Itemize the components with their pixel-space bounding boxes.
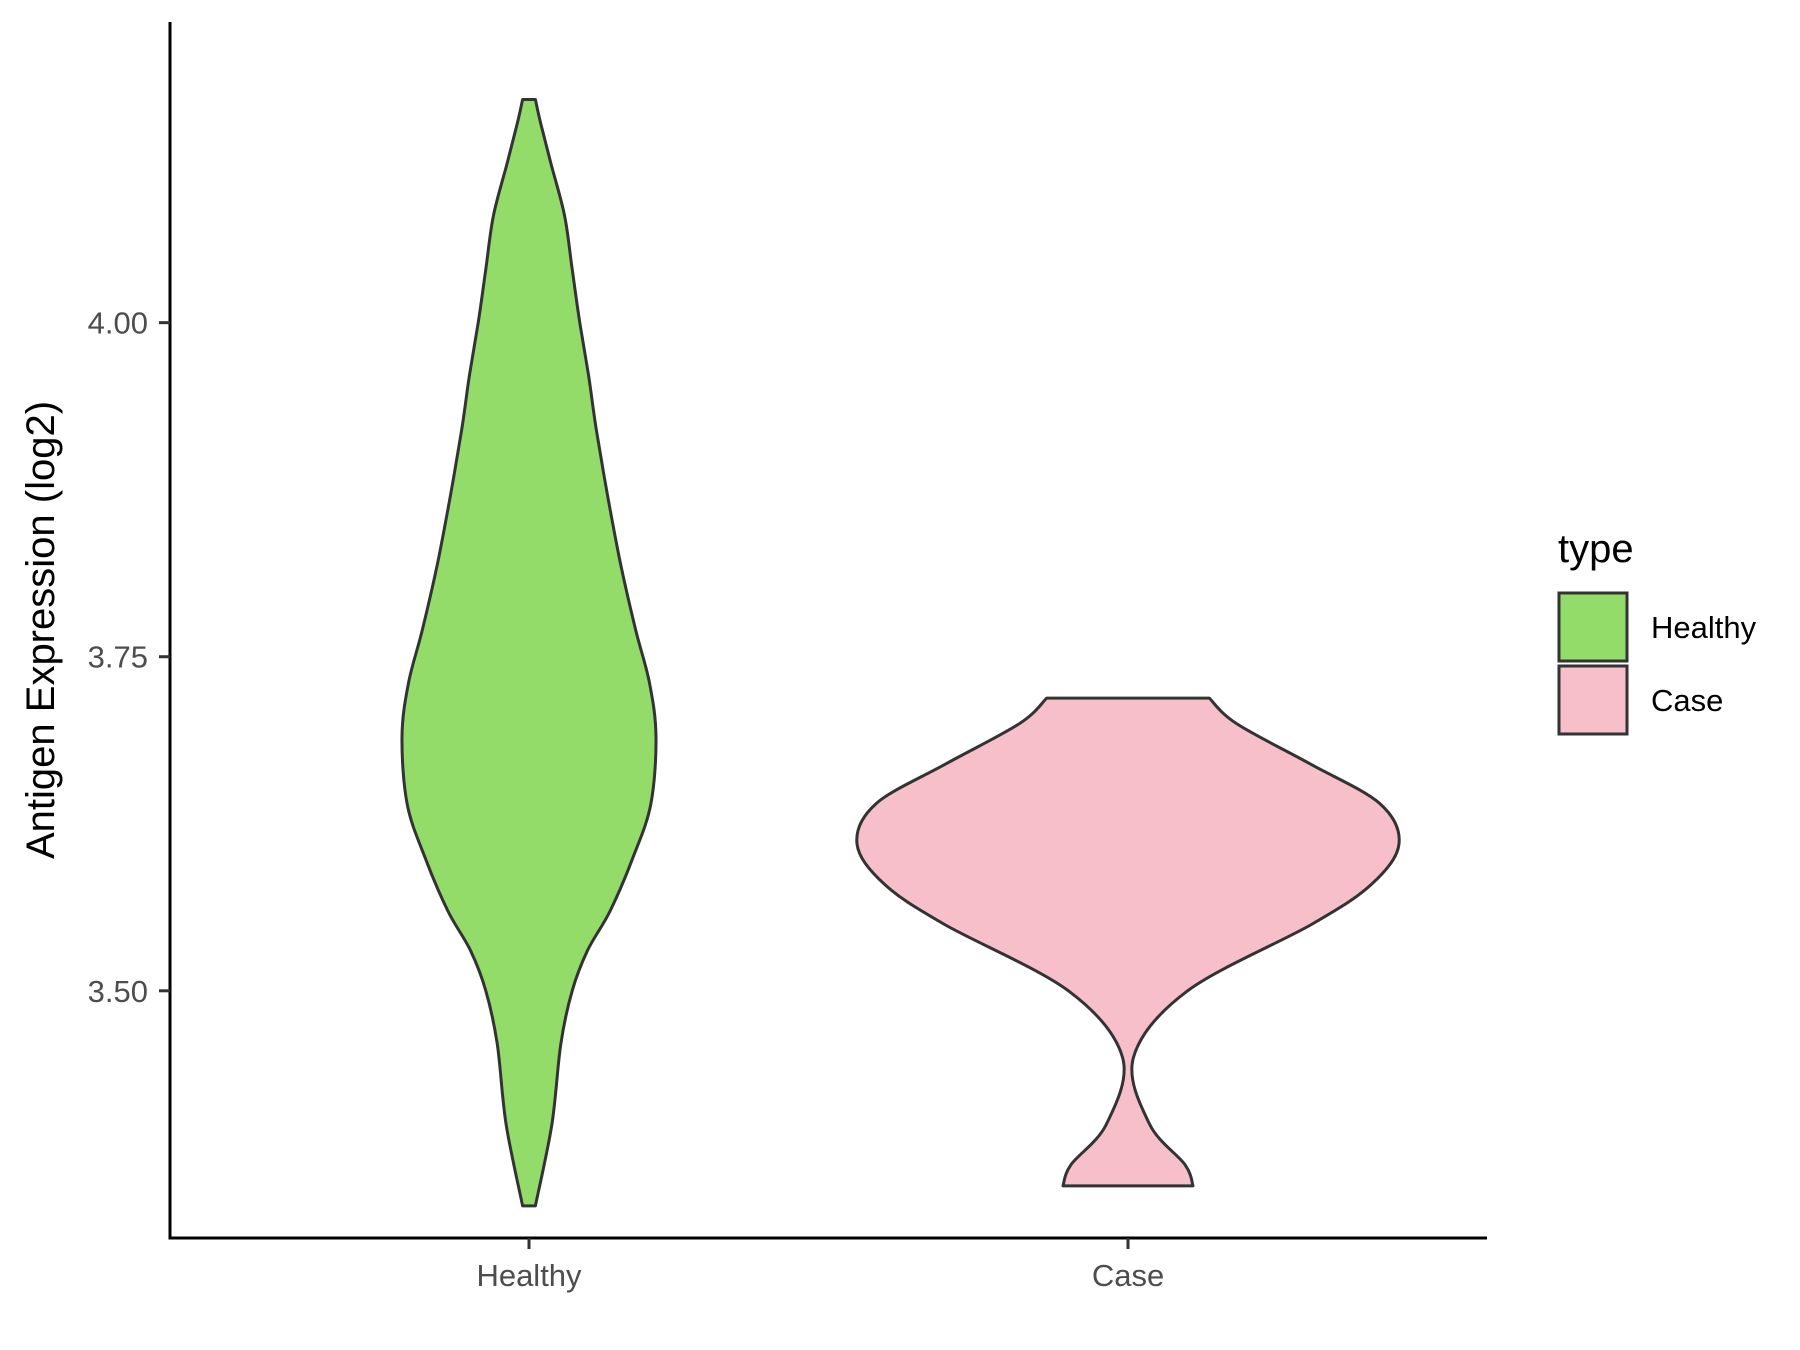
legend-key-case xyxy=(1557,664,1629,736)
x-axis-ticks: Healthy Case xyxy=(476,1238,1164,1293)
y-tick-label: 3.50 xyxy=(88,974,148,1009)
y-tick-label: 4.00 xyxy=(88,306,148,341)
legend-title: type xyxy=(1558,527,1634,571)
violin-case xyxy=(855,696,1401,1188)
legend-label: Healthy xyxy=(1651,610,1757,645)
violin-healthy xyxy=(400,98,658,1208)
legend-label: Case xyxy=(1651,683,1723,718)
y-axis-title: Antigen Expression (log2) xyxy=(19,401,63,859)
y-tick-label: 3.75 xyxy=(88,640,148,675)
x-tick-label: Healthy xyxy=(476,1258,582,1293)
x-tick-label: Case xyxy=(1092,1258,1164,1293)
y-axis-ticks: 3.50 3.75 4.00 xyxy=(88,306,170,1009)
violin-layer xyxy=(400,98,1401,1208)
legend: type Healthy Case xyxy=(1557,527,1757,736)
legend-key-healthy xyxy=(1557,591,1629,663)
